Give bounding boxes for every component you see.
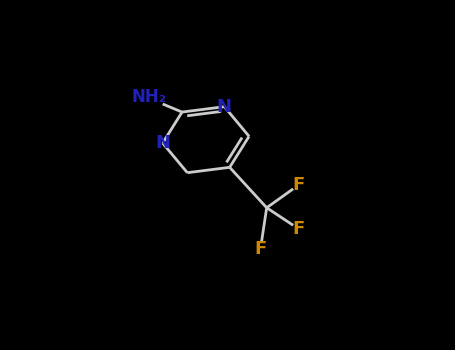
Text: N: N <box>217 98 232 116</box>
Text: N: N <box>155 134 170 152</box>
Text: F: F <box>254 240 267 258</box>
Text: F: F <box>293 176 305 194</box>
Text: F: F <box>293 220 305 238</box>
Text: NH₂: NH₂ <box>131 88 166 106</box>
